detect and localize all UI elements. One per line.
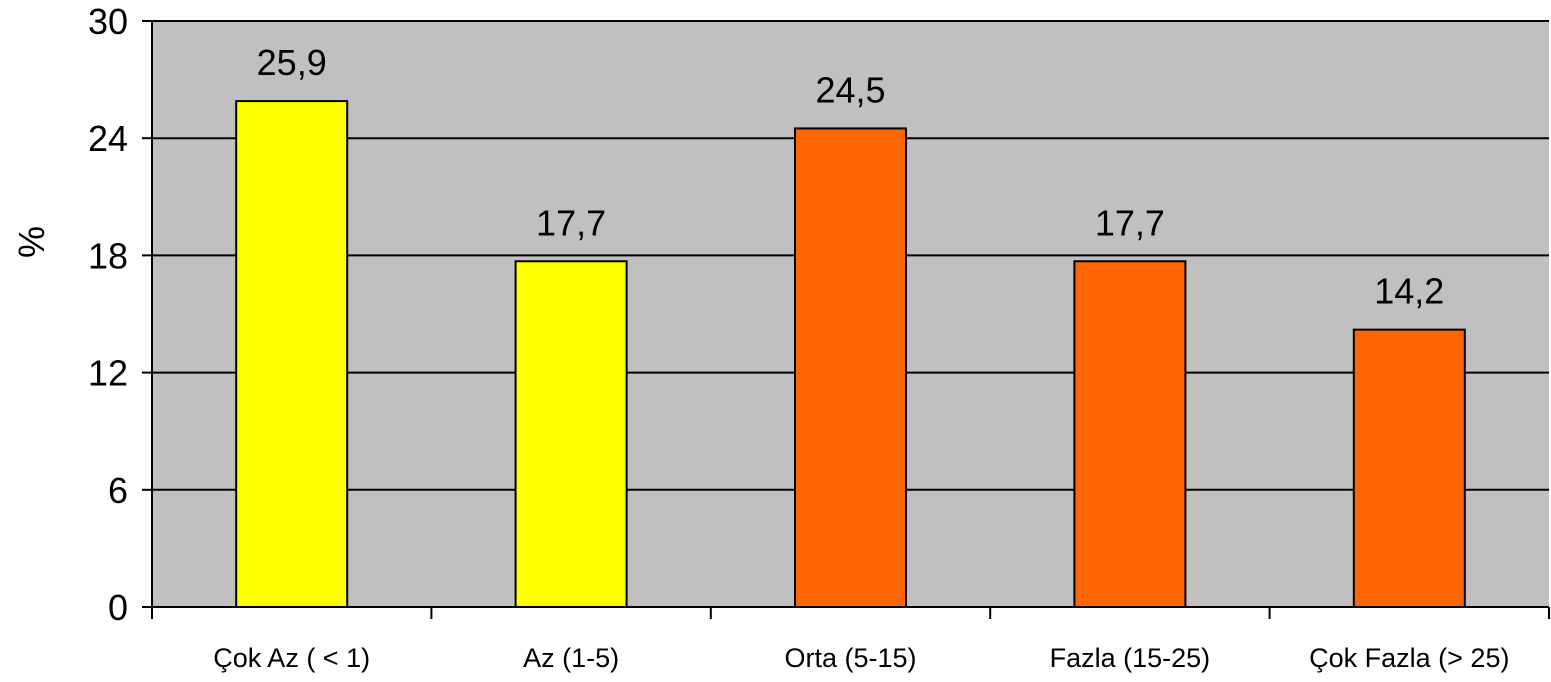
x-tick-label: Çok Fazla (> 25) <box>1309 643 1509 673</box>
bar-value-label: 17,7 <box>1095 202 1165 243</box>
x-tick-label: Fazla (15-25) <box>1050 643 1211 673</box>
x-tick-label: Çok Az ( < 1) <box>213 643 370 673</box>
bar <box>235 100 349 608</box>
x-tick-label: Az (1-5) <box>523 643 619 673</box>
bar-value-label: 14,2 <box>1374 271 1444 312</box>
bars <box>235 100 1466 609</box>
bar <box>1352 328 1466 608</box>
y-tick-label: 12 <box>88 353 128 394</box>
labels: 0 6 12 18 24 30 25,9 Çok Az ( < 1) 17,7 Az (1-5) 2… <box>88 1 1510 673</box>
y-axis-label: % <box>11 226 52 258</box>
bar <box>1073 260 1187 608</box>
bar-value-label: 17,7 <box>536 202 606 243</box>
y-tick-label: 18 <box>88 235 128 276</box>
bar <box>514 260 628 608</box>
bar-value-label: 25,9 <box>257 42 327 83</box>
y-tick-label: 0 <box>108 587 128 628</box>
axes <box>142 20 1550 619</box>
bar-value-label: 24,5 <box>815 69 885 110</box>
bar <box>794 127 907 609</box>
y-tick-label: 30 <box>88 1 128 42</box>
x-tick-label: Orta (5-15) <box>784 643 916 673</box>
y-tick-label: 24 <box>88 118 128 159</box>
y-tick-label: 6 <box>108 470 128 511</box>
